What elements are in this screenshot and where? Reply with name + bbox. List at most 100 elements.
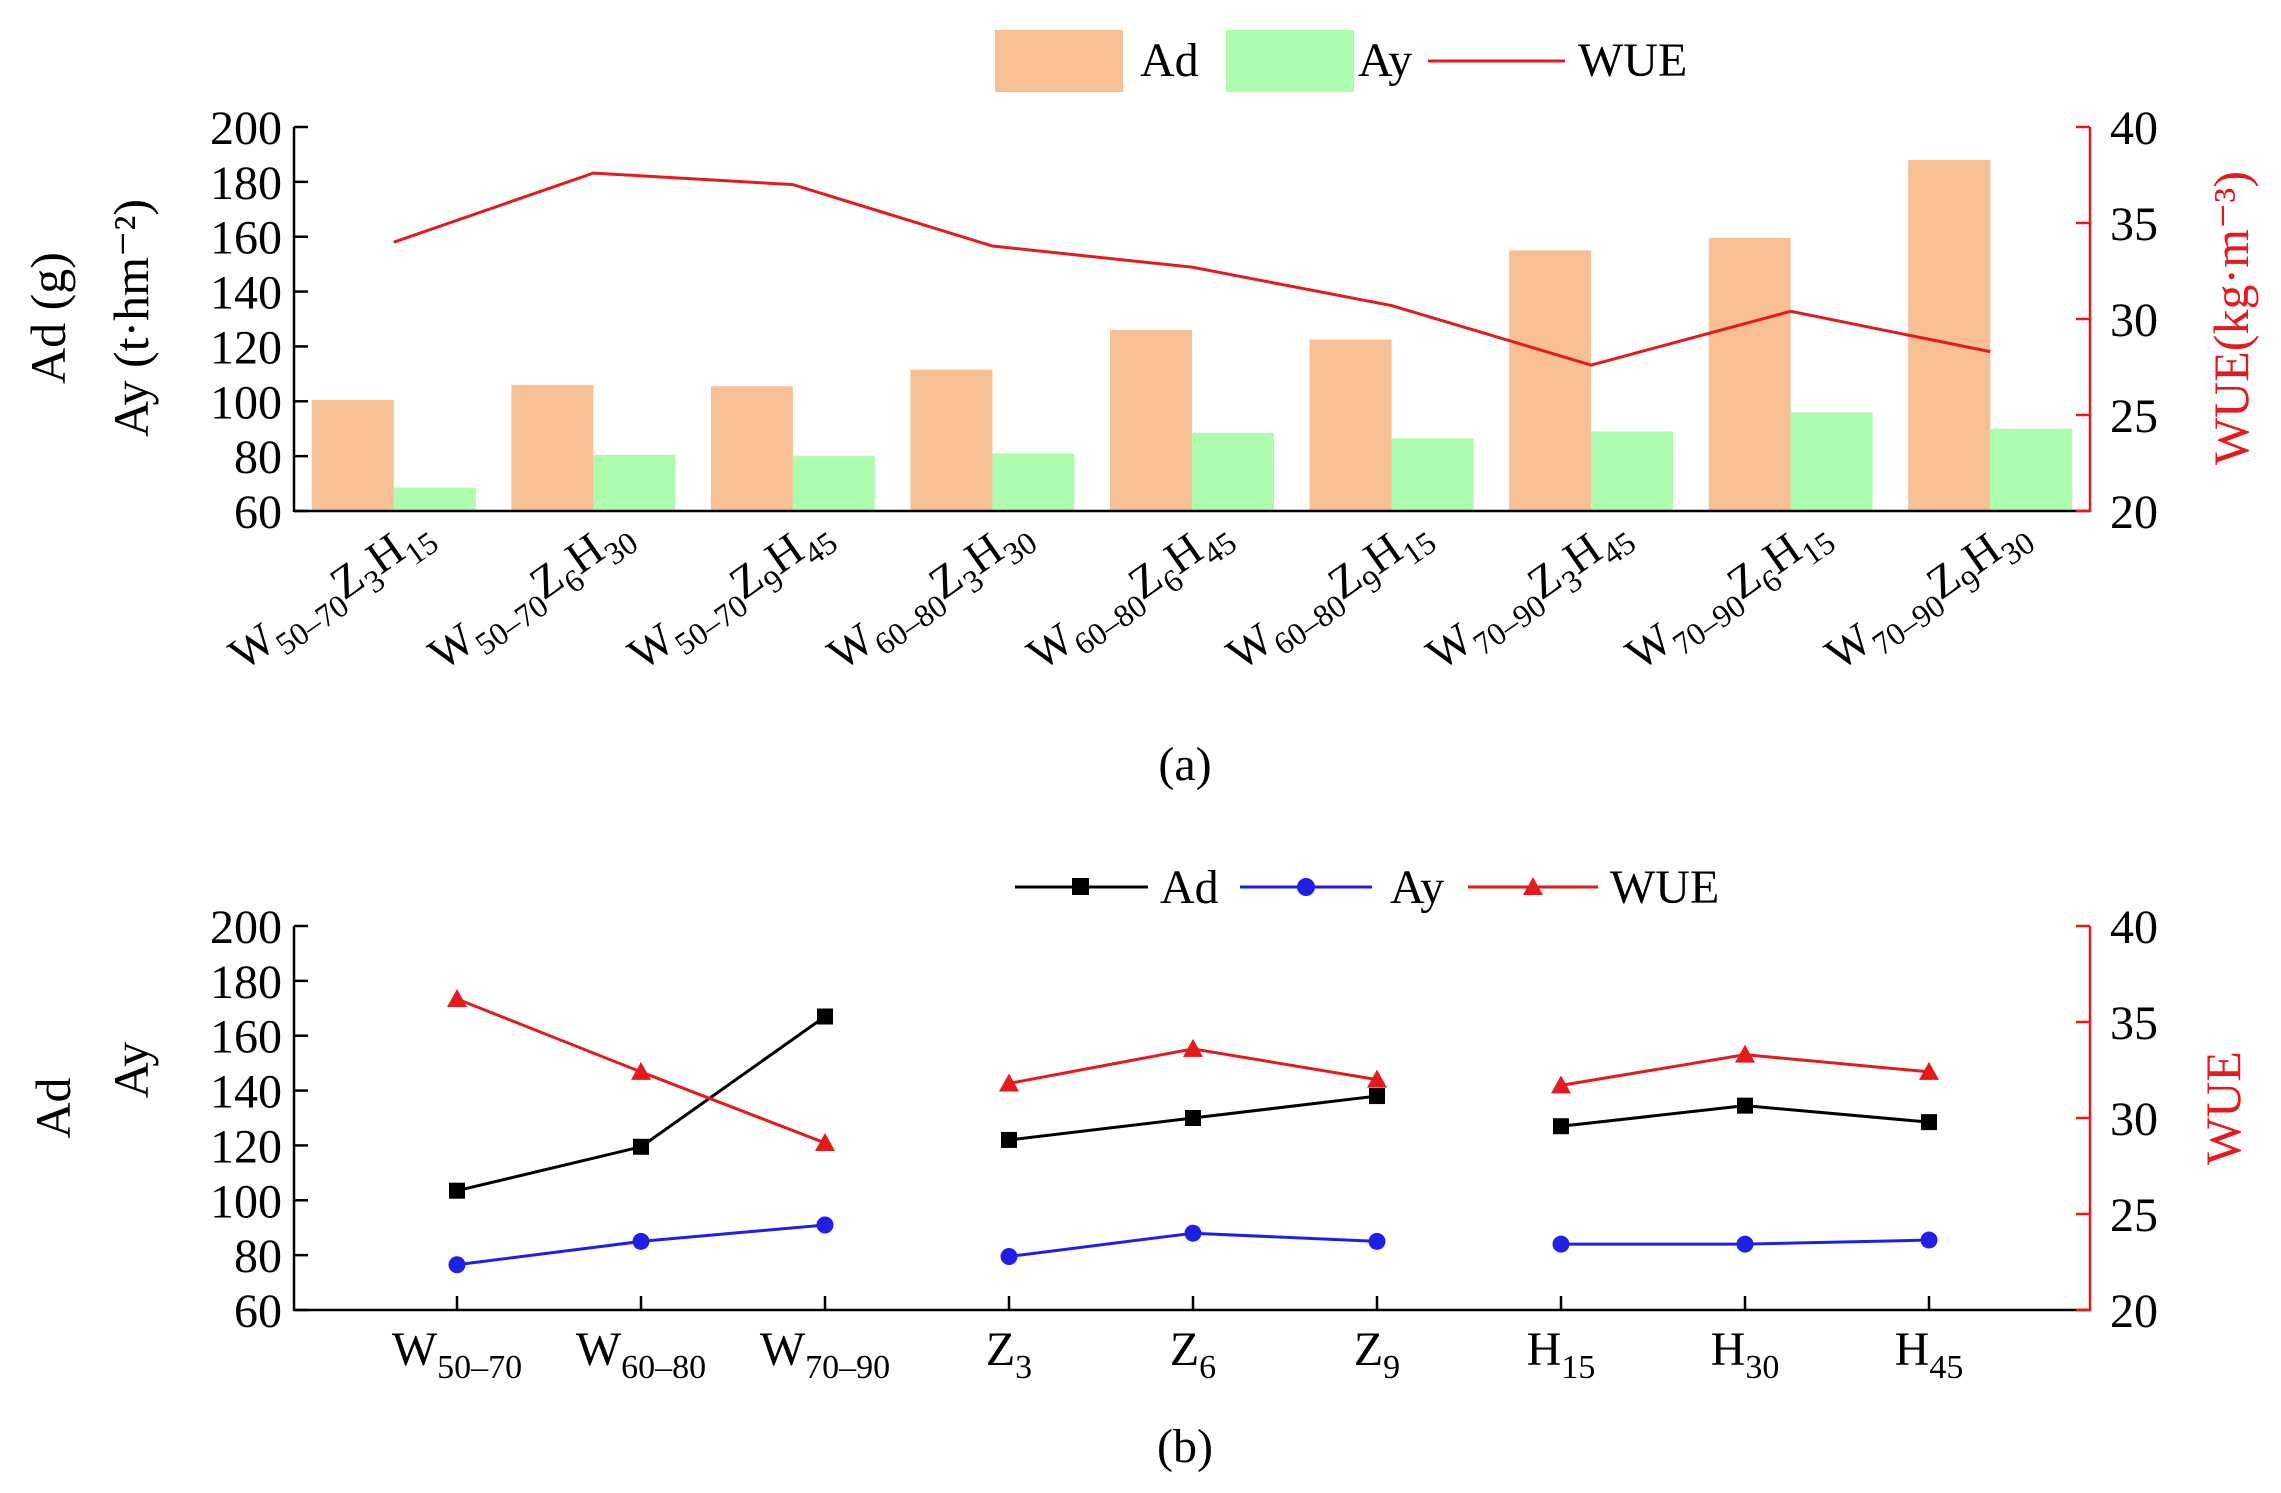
marker-wue-8 <box>1919 1061 1939 1080</box>
b-x-label-6: H15 <box>1527 1323 1596 1386</box>
marker-wue-6 <box>1551 1075 1571 1094</box>
a-x-label-5: W60–80Z9H15 <box>1217 504 1442 687</box>
panel-a-ylabel-ay: Ay (t·hm⁻²) <box>103 199 159 437</box>
marker-wue-1 <box>631 1061 651 1080</box>
marker-wue-5 <box>1367 1069 1387 1088</box>
b-right-tick-label: 30 <box>2110 1093 2158 1146</box>
panel-a-ylabel-ad: Ad (g) <box>20 252 76 384</box>
legend-b-wue-marker <box>1523 877 1543 895</box>
panel-a-wue-line <box>393 171 1991 367</box>
bar-ad-0 <box>311 399 394 511</box>
marker-ay-0 <box>448 1256 466 1274</box>
b-right-tick-label: 20 <box>2110 1285 2158 1338</box>
a-right-tick-label: 35 <box>2110 198 2158 251</box>
panel-a-caption: (a) <box>1158 738 1211 791</box>
b-x-label-3: Z3 <box>986 1323 1032 1386</box>
b-left-tick-label: 120 <box>210 1120 282 1173</box>
panel-b-x-labels: W50–70 W60–80 W70–90 Z3 Z6 Z9 H15 H30 H45 <box>392 1296 1963 1386</box>
legend-a-ay-label: Ay <box>1358 34 1412 87</box>
b-left-tick-label: 200 <box>210 901 282 954</box>
marker-wue-0 <box>447 988 467 1007</box>
panel-a-bars <box>311 159 2073 512</box>
a-x-label-2: W50–70Z9H45 <box>619 504 844 687</box>
marker-ad-2 <box>817 1008 833 1025</box>
a-x-label-8: W70–90Z9H30 <box>1816 504 2041 687</box>
a-x-label-3: W60–80Z3H30 <box>818 504 1043 687</box>
a-x-label-4: W60–80Z6H45 <box>1018 504 1243 687</box>
marker-ay-6 <box>1552 1235 1570 1253</box>
b-right-tick-label: 35 <box>2110 997 2158 1050</box>
bar-ay-1 <box>593 454 676 511</box>
bar-ad-6 <box>1509 250 1592 511</box>
a-right-tick-label: 20 <box>2110 486 2158 539</box>
marker-ad-6 <box>1553 1118 1569 1135</box>
bar-ay-4 <box>1192 432 1274 511</box>
panel-b-ylabel-ay: Ay <box>103 1042 159 1099</box>
b-right-tick-label: 25 <box>2110 1189 2158 1242</box>
a-right-tick-label: 30 <box>2110 294 2158 347</box>
marker-ad-0 <box>449 1182 465 1199</box>
marker-ad-3 <box>1001 1131 1017 1148</box>
a-left-tick-label: 140 <box>210 267 282 320</box>
a-left-tick-label: 80 <box>234 431 282 484</box>
marker-wue-3 <box>999 1073 1019 1092</box>
legend-b-ay-label: Ay <box>1390 861 1444 914</box>
b-left-tick-label: 140 <box>210 1066 282 1119</box>
bar-ay-2 <box>792 456 875 511</box>
legend-b: Ad Ay WUE <box>1015 861 1719 914</box>
bar-ay-5 <box>1391 438 1474 511</box>
b-left-tick-label: 60 <box>234 1285 282 1338</box>
legend-a: Ad Ay WUE <box>995 30 1687 92</box>
legend-a-ay-swatch <box>1226 30 1354 92</box>
a-left-tick-label: 180 <box>210 157 282 210</box>
b-x-label-0: W50–70 <box>392 1323 522 1386</box>
bar-ad-5 <box>1309 339 1392 511</box>
panel-b-caption: (b) <box>1157 1420 1213 1473</box>
a-left-tick-label: 120 <box>210 321 282 374</box>
b-left-tick-label: 80 <box>234 1230 282 1283</box>
a-x-label-7: W70–90Z6H15 <box>1616 504 1841 687</box>
bar-ad-2 <box>710 386 793 511</box>
marker-ad-7 <box>1737 1097 1753 1114</box>
panel-a-x-labels: W50–70Z3H15W50–70Z6H30W50–70Z9H45W60–80Z… <box>220 504 2042 687</box>
legend-a-wue-label: WUE <box>1578 34 1687 87</box>
b-x-label-4: Z6 <box>1170 1323 1216 1386</box>
a-left-tick-label: 60 <box>234 486 282 539</box>
a-left-tick-label: 200 <box>210 102 282 155</box>
b-x-label-5: Z9 <box>1354 1323 1400 1386</box>
a-right-tick-label: 25 <box>2110 390 2158 443</box>
legend-b-ad-marker <box>1072 878 1089 895</box>
marker-ad-1 <box>633 1138 649 1155</box>
marker-ad-4 <box>1185 1110 1201 1126</box>
panel-b-ylabel-wue: WUE <box>2195 1051 2251 1165</box>
a-x-label-6: W70–90Z3H45 <box>1417 504 1642 687</box>
marker-ay-3 <box>1000 1248 1018 1266</box>
marker-wue-7 <box>1735 1044 1755 1063</box>
bar-ay-7 <box>1790 412 1873 511</box>
marker-ay-4 <box>1184 1224 1202 1242</box>
panel-b-right-ticks: 20 25 30 35 40 <box>2076 901 2158 1338</box>
marker-wue-2 <box>815 1132 835 1151</box>
b-right-tick-label: 40 <box>2110 901 2158 954</box>
panel-b-series <box>447 988 1939 1274</box>
b-left-tick-label: 160 <box>210 1011 282 1064</box>
legend-b-ay-marker <box>1297 878 1315 896</box>
bar-ad-7 <box>1708 238 1791 512</box>
marker-ad-8 <box>1921 1114 1937 1131</box>
marker-ay-8 <box>1920 1231 1938 1249</box>
bar-ay-0 <box>393 487 476 511</box>
marker-ay-7 <box>1736 1235 1754 1253</box>
b-x-label-1: W60–80 <box>576 1323 706 1386</box>
bar-ay-3 <box>992 453 1075 511</box>
bar-ay-8 <box>1990 428 2073 511</box>
panel-a-right-ticks: 20 25 30 35 40 <box>2076 102 2158 539</box>
b-left-tick-label: 180 <box>210 956 282 1009</box>
bar-ad-8 <box>1908 159 1991 511</box>
marker-ay-2 <box>816 1216 834 1234</box>
bar-ad-1 <box>511 384 594 511</box>
legend-b-ad-label: Ad <box>1160 861 1219 914</box>
line-ad-group-0 <box>456 1015 826 1193</box>
a-left-tick-label: 100 <box>210 376 282 429</box>
